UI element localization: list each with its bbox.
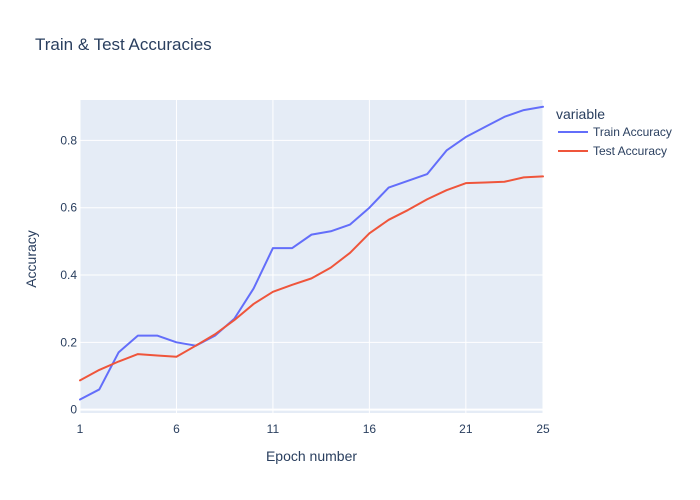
chart-title: Train & Test Accuracies: [35, 35, 212, 54]
y-tick-label: 0.2: [60, 335, 77, 349]
plot-area: [80, 100, 543, 413]
legend-item-test-accuracy[interactable]: Test Accuracy: [558, 144, 667, 158]
x-tick-label: 21: [459, 422, 473, 436]
y-axis-title: Accuracy: [23, 230, 39, 288]
y-tick-labels: 0 0.2 0.4 0.6 0.8: [60, 133, 77, 416]
x-tick-label: 11: [267, 422, 280, 436]
x-tick-label: 1: [77, 422, 84, 436]
y-tick-label: 0: [70, 403, 77, 417]
gridlines: [79, 100, 544, 413]
x-tick-label: 16: [363, 422, 377, 436]
series-layer: [79, 105, 544, 401]
y-tick-label: 0.6: [60, 201, 77, 215]
x-tick-label: 25: [536, 422, 550, 436]
series-line-train-accuracy: [79, 105, 544, 401]
legend-item-train-accuracy[interactable]: Train Accuracy: [558, 125, 672, 139]
legend[interactable]: variable Train Accuracy Test Accuracy: [556, 106, 672, 158]
x-axis-title: Epoch number: [266, 448, 357, 464]
legend-title: variable: [556, 106, 605, 122]
y-tick-label: 0.4: [60, 268, 77, 282]
legend-label: Test Accuracy: [593, 144, 667, 158]
x-tick-labels: 1 6 11 16 21 25: [77, 422, 550, 436]
y-tick-label: 0.8: [60, 133, 77, 147]
series-line-test-accuracy: [79, 175, 544, 382]
x-tick-label: 6: [173, 422, 180, 436]
legend-label: Train Accuracy: [593, 125, 672, 139]
